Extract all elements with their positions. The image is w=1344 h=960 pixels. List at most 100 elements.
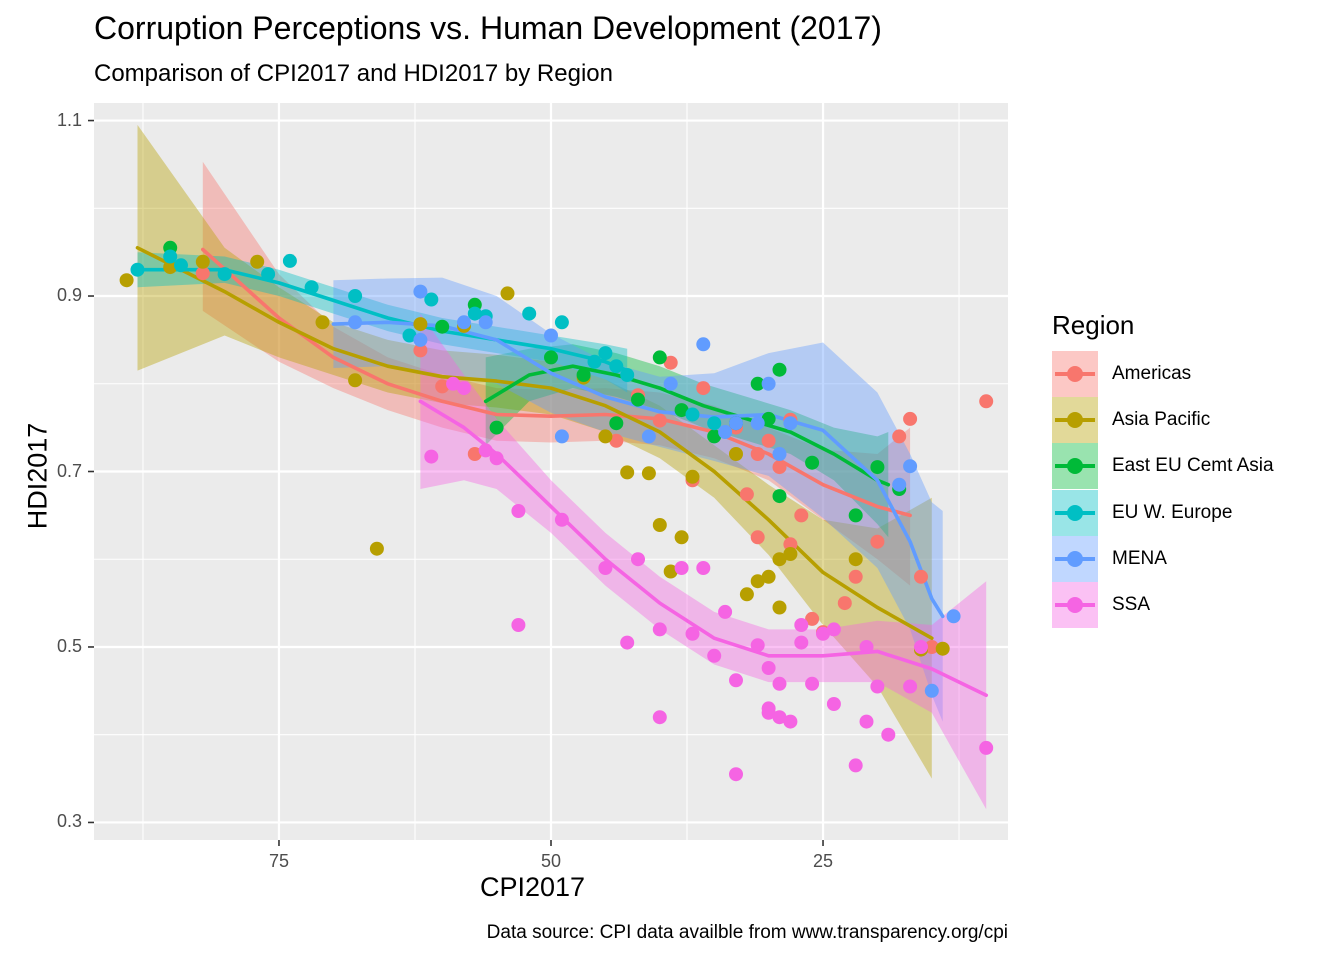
point-ssa: [652, 622, 667, 637]
point-asia-pacific: [848, 552, 863, 567]
legend-items: Americas Asia Pacific East EU Cemt Asia EU …: [1052, 351, 1274, 629]
legend-label: East EU Cemt Asia: [1112, 455, 1274, 477]
point-east-eu-cemt-asia: [848, 508, 863, 523]
point-ssa: [446, 376, 461, 391]
point-ssa: [478, 443, 493, 458]
point-east-eu-cemt-asia: [544, 350, 558, 365]
point-asia-pacific: [315, 315, 330, 330]
point-east-eu-cemt-asia: [750, 376, 765, 391]
point-asia-pacific: [935, 641, 950, 656]
point-asia-pacific: [250, 254, 265, 269]
chart-title: Corruption Perceptions vs. Human Develop…: [94, 10, 882, 46]
point-mena: [478, 315, 493, 330]
point-mena: [696, 337, 711, 352]
point-eu-w-europe: [261, 267, 276, 282]
point-eu-w-europe: [282, 253, 297, 268]
point-ssa: [598, 561, 613, 575]
point-eu-w-europe: [685, 407, 700, 422]
point-asia-pacific: [663, 564, 678, 579]
point-east-eu-cemt-asia: [576, 368, 591, 382]
point-ssa: [881, 727, 896, 742]
point-americas: [903, 411, 918, 426]
point-ssa: [816, 626, 830, 641]
point-ssa: [729, 767, 743, 782]
point-eu-w-europe: [522, 306, 537, 321]
point-ssa: [826, 622, 841, 637]
point-americas: [750, 530, 765, 545]
point-americas: [772, 460, 787, 475]
legend-key-east-eu-cemt-asia: [1052, 443, 1098, 490]
point-americas: [750, 447, 765, 461]
point-asia-pacific: [729, 447, 743, 461]
point-mena: [783, 416, 798, 431]
point-ssa: [424, 449, 439, 464]
point-east-eu-cemt-asia: [631, 392, 645, 407]
point-eu-w-europe: [130, 262, 145, 277]
point-americas: [914, 569, 928, 584]
point-asia-pacific: [772, 552, 787, 567]
point-east-eu-cemt-asia: [707, 429, 722, 444]
point-eu-w-europe: [402, 328, 417, 343]
legend-item-east-eu-cemt-asia: East EU Cemt Asia: [1052, 443, 1274, 490]
point-ssa: [772, 676, 787, 691]
point-americas: [609, 433, 624, 448]
point-americas: [739, 487, 754, 502]
point-mena: [457, 315, 471, 330]
point-ssa: [696, 561, 711, 575]
point-americas: [837, 596, 852, 611]
point-americas: [663, 355, 678, 370]
x-tick-label: 25: [813, 851, 834, 871]
legend-label: SSA: [1112, 594, 1151, 616]
point-ssa: [761, 661, 776, 675]
point-mena: [554, 429, 569, 444]
point-east-eu-cemt-asia: [609, 416, 624, 431]
point-ssa: [870, 679, 885, 694]
point-asia-pacific: [369, 541, 384, 556]
point-mena: [729, 416, 743, 431]
point-mena: [663, 376, 678, 391]
point-ssa: [772, 710, 787, 725]
x-axis-label: CPI2017: [480, 872, 586, 902]
x-tick-label: 75: [268, 851, 289, 871]
legend-item-mena: MENA: [1052, 535, 1274, 582]
point-asia-pacific: [598, 429, 613, 444]
point-ssa: [457, 381, 471, 396]
point-ssa: [685, 626, 700, 641]
point-ssa: [903, 679, 918, 694]
point-americas: [195, 266, 210, 281]
y-tick-label: 0.5: [56, 635, 82, 656]
point-ssa: [674, 561, 689, 575]
point-ssa: [489, 451, 504, 466]
point-asia-pacific: [641, 466, 656, 481]
point-americas: [761, 433, 776, 448]
y-tick-label: 0.3: [56, 811, 82, 832]
point-asia-pacific: [772, 600, 787, 615]
point-ssa: [859, 714, 874, 729]
legend-label: Asia Pacific: [1112, 409, 1211, 431]
point-ssa: [914, 640, 928, 654]
point-ssa: [761, 705, 776, 720]
chart-subtitle: Comparison of CPI2017 and HDI2017 by Reg…: [94, 60, 613, 87]
point-east-eu-cemt-asia: [435, 319, 450, 334]
point-asia-pacific: [163, 260, 178, 275]
point-ssa: [631, 552, 645, 567]
point-asia-pacific: [783, 547, 798, 561]
point-americas: [979, 394, 994, 409]
point-east-eu-cemt-asia: [772, 489, 787, 504]
point-mena: [761, 376, 776, 391]
point-ssa: [805, 676, 820, 691]
legend-item-americas: Americas: [1052, 351, 1274, 398]
point-eu-w-europe: [348, 289, 363, 303]
point-asia-pacific: [685, 469, 700, 484]
point-ssa: [848, 758, 863, 773]
smooth-line-asia-pacific: [135, 246, 934, 641]
point-eu-w-europe: [587, 354, 602, 369]
point-east-eu-cemt-asia: [652, 350, 667, 365]
legend-dot-swatch: [1067, 366, 1083, 383]
legend-key-americas: [1052, 351, 1098, 398]
legend-label: EU W. Europe: [1112, 501, 1233, 523]
point-mena: [641, 429, 656, 444]
point-east-eu-cemt-asia: [772, 362, 787, 377]
legend-key-eu-w-europe: [1052, 489, 1098, 536]
